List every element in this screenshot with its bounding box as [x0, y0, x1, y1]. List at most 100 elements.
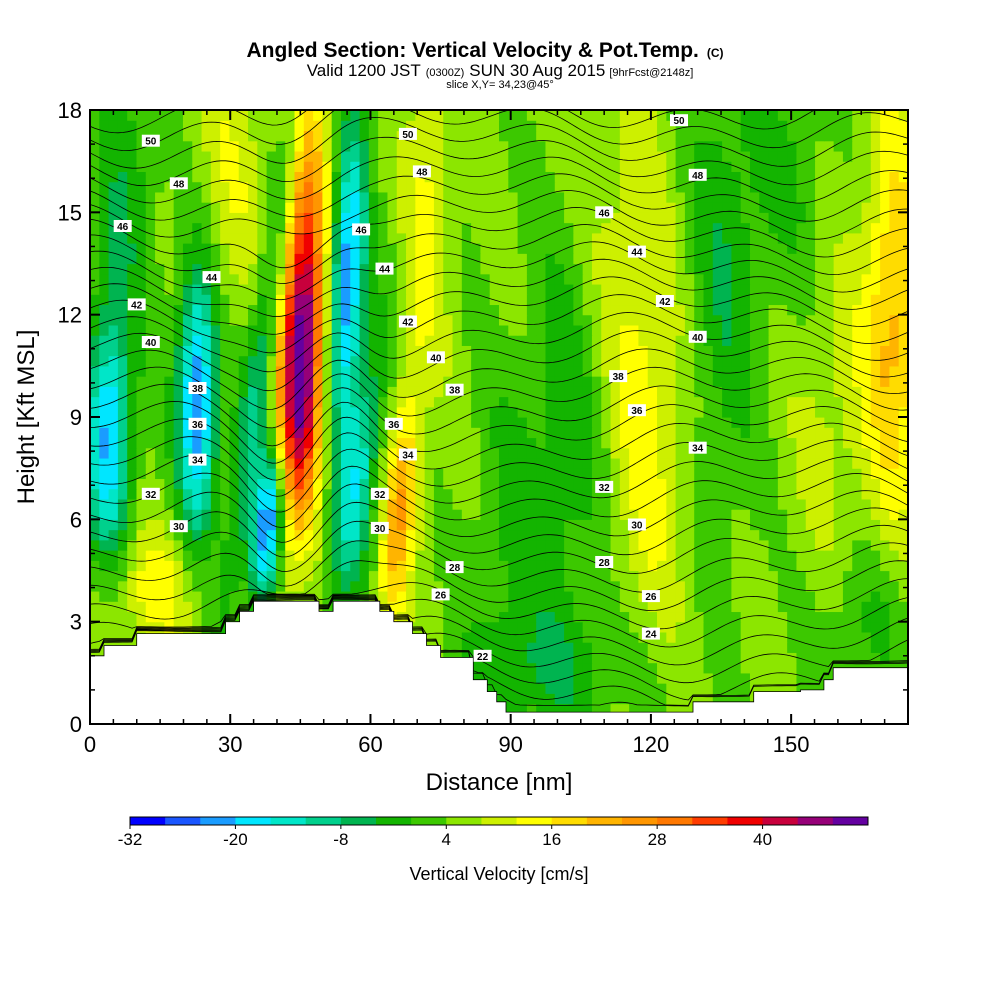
velocity-cell: [861, 509, 872, 520]
velocity-cell: [526, 672, 537, 684]
velocity-cell: [127, 427, 138, 439]
velocity-cell: [350, 294, 361, 306]
velocity-cell: [517, 406, 528, 418]
velocity-cell: [638, 580, 649, 592]
velocity-cell: [787, 283, 798, 295]
velocity-cell: [331, 171, 342, 183]
velocity-cell: [368, 498, 379, 510]
velocity-cell: [675, 150, 686, 162]
velocity-cell: [499, 580, 509, 592]
velocity-cell: [517, 376, 528, 387]
velocity-cell: [248, 253, 258, 265]
velocity-cell: [155, 273, 165, 285]
velocity-cell: [647, 662, 658, 674]
velocity-cell: [536, 539, 547, 551]
velocity-cell: [815, 181, 825, 193]
velocity-cell: [749, 652, 760, 664]
velocity-cell: [117, 376, 128, 387]
velocity-cell: [684, 243, 695, 254]
velocity-cell: [824, 386, 835, 398]
velocity-cell: [331, 550, 342, 561]
velocity-cell: [508, 683, 519, 694]
velocity-cell: [285, 560, 296, 572]
velocity-cell: [749, 427, 760, 439]
velocity-cell: [731, 570, 742, 582]
velocity-cell: [629, 580, 640, 592]
velocity-cell: [815, 386, 825, 398]
velocity-cell: [471, 498, 482, 510]
velocity-cell: [573, 570, 584, 582]
velocity-cell: [90, 529, 100, 541]
velocity-cell: [350, 457, 361, 469]
velocity-cell: [303, 580, 314, 592]
plot-area: 5048464442403836343230504846444240383634…: [90, 110, 908, 724]
velocity-cell: [257, 324, 268, 336]
velocity-cell: [396, 222, 407, 234]
velocity-cell: [731, 468, 742, 479]
velocity-cell: [694, 529, 705, 541]
velocity-cell: [182, 304, 193, 316]
velocity-cell: [182, 212, 193, 224]
velocity-cell: [443, 509, 454, 520]
velocity-cell: [582, 253, 593, 265]
velocity-cell: [164, 529, 175, 541]
velocity-cell: [471, 468, 482, 479]
velocity-cell: [889, 406, 900, 418]
velocity-cell: [796, 314, 807, 326]
velocity-cell: [629, 273, 640, 285]
velocity-cell: [136, 376, 147, 387]
velocity-cell: [591, 406, 602, 418]
velocity-cell: [842, 222, 853, 234]
velocity-cell: [108, 253, 119, 265]
velocity-cell: [396, 263, 407, 275]
velocity-cell: [164, 519, 175, 531]
velocity-cell: [471, 161, 482, 172]
velocity-cell: [452, 140, 463, 152]
velocity-cell: [192, 447, 203, 459]
velocity-cell: [573, 150, 584, 162]
velocity-cell: [471, 580, 482, 592]
velocity-cell: [285, 447, 296, 459]
velocity-cell: [238, 550, 249, 561]
velocity-cell: [759, 417, 770, 428]
velocity-cell: [768, 171, 779, 183]
velocity-cell: [108, 468, 119, 479]
velocity-cell: [898, 355, 908, 367]
velocity-cell: [647, 294, 658, 306]
velocity-cell: [433, 427, 444, 439]
velocity-cell: [117, 283, 128, 295]
velocity-cell: [815, 365, 825, 377]
velocity-cell: [164, 478, 175, 490]
velocity-cell: [694, 457, 705, 469]
velocity-cell: [601, 672, 612, 684]
velocity-cell: [164, 212, 175, 224]
velocity-cell: [777, 631, 788, 643]
velocity-cell: [545, 601, 556, 613]
velocity-cell: [499, 181, 509, 193]
velocity-cell: [759, 222, 770, 234]
velocity-cell: [378, 202, 389, 213]
velocity-cell: [90, 243, 100, 254]
velocity-cell: [359, 202, 370, 213]
velocity-cell: [889, 642, 900, 653]
velocity-cell: [647, 611, 658, 623]
velocity-cell: [350, 273, 361, 285]
velocity-cell: [331, 478, 342, 490]
velocity-cell: [406, 427, 416, 439]
velocity-cell: [517, 171, 528, 183]
velocity-cell: [210, 427, 221, 439]
velocity-cell: [155, 324, 165, 336]
velocity-cell: [684, 273, 695, 285]
velocity-cell: [619, 611, 630, 623]
velocity-cell: [694, 498, 705, 510]
velocity-cell: [117, 580, 128, 592]
velocity-cell: [852, 580, 863, 592]
velocity-cell: [378, 140, 389, 152]
velocity-cell: [703, 457, 714, 469]
velocity-cell: [508, 253, 519, 265]
velocity-cell: [703, 539, 714, 551]
velocity-cell: [861, 570, 872, 582]
velocity-cell: [275, 171, 286, 183]
velocity-cell: [415, 539, 426, 551]
velocity-cell: [387, 560, 398, 572]
